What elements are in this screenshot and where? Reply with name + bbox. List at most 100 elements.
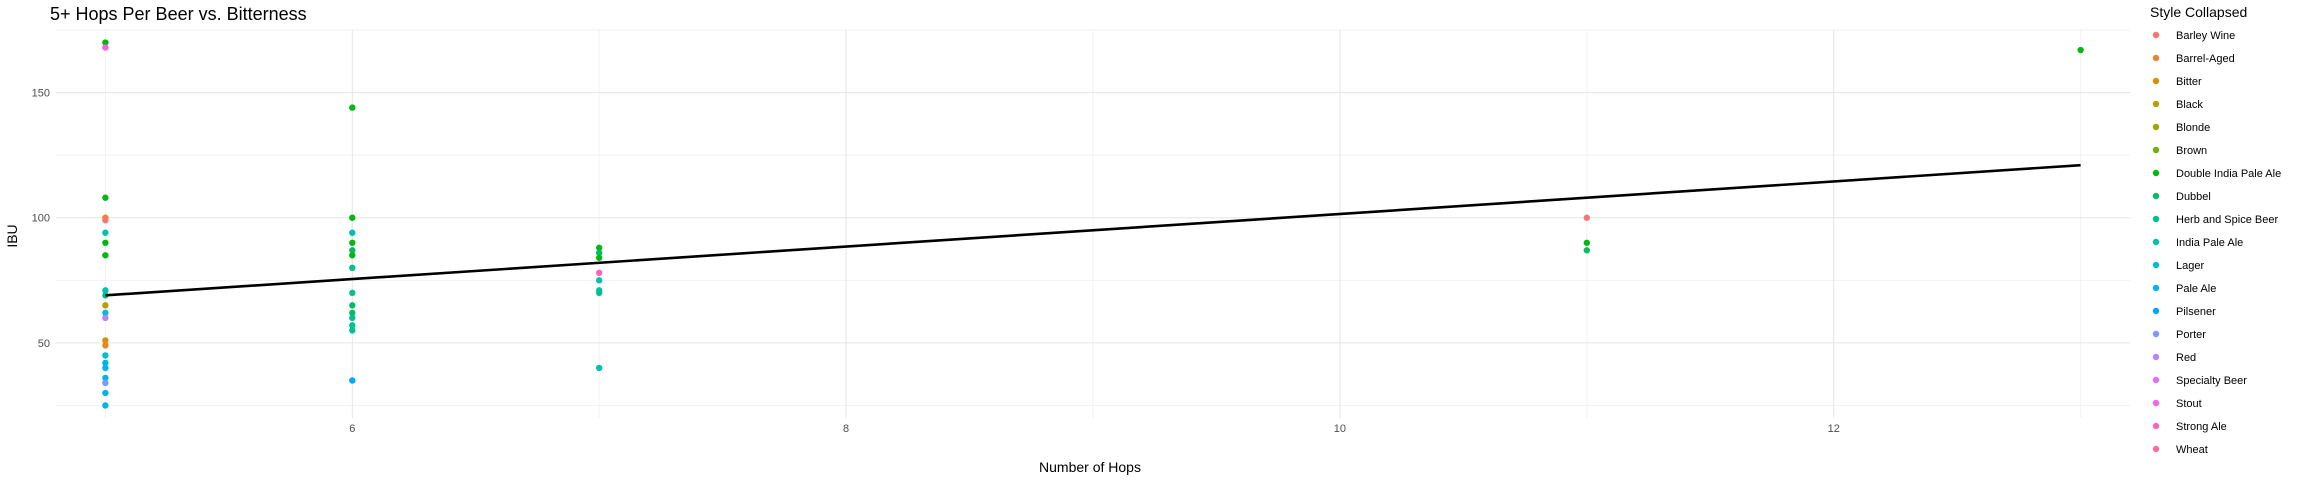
data-point [102,374,109,382]
trend-line [105,163,2081,297]
data-point [595,289,603,297]
legend-label: Lager [2176,260,2204,272]
data-point [349,247,356,254]
data-point [102,389,109,397]
trend-line-group [105,163,2081,297]
data-point [349,302,356,309]
legend-label: Stout [2176,398,2202,410]
legend-key [2152,238,2160,246]
legend-key [2152,77,2160,85]
legend: Style Collapsed Barley Wine Barrel-Aged Bi… [2150,4,2281,456]
legend-label: Wheat [2176,444,2208,456]
data-point [102,402,109,409]
legend-title: Style Collapsed [2150,4,2247,20]
x-axis-title: Number of Hops [1039,459,1141,475]
data-point [2077,46,2084,54]
data-point [595,254,603,261]
legend-label: Barley Wine [2176,30,2235,42]
legend-label: Bitter [2176,76,2202,88]
data-point [349,314,356,322]
tick-labels: 6 8 10 12 50 100 150 [32,88,1840,435]
data-point [349,229,356,236]
grid-lines [56,29,2130,418]
data-point [595,249,603,256]
data-point [349,239,356,246]
data-point [102,194,109,201]
chart-title: 5+ Hops Per Beer vs. Bitterness [50,4,307,24]
legend-key [2152,123,2160,131]
y-tick-label: 150 [32,88,50,100]
data-point [349,252,356,259]
legend-key [2152,261,2160,269]
x-tick-label: 10 [1334,423,1346,435]
x-tick-label: 8 [843,423,849,435]
legend-label: Herb and Spice Beer [2176,214,2278,226]
legend-label: Pilsener [2176,306,2216,318]
legend-key [2152,422,2160,430]
data-point [102,359,109,367]
legend-key [2152,376,2160,384]
legend-label: Black [2176,99,2203,111]
data-point [102,352,109,359]
data-point [349,289,356,297]
legend-key [2152,307,2160,315]
x-tick-label: 12 [1828,423,1840,435]
legend-label: Porter [2176,329,2206,341]
legend-key [2152,31,2160,39]
data-point [102,364,109,372]
data-point [349,377,356,384]
data-point [595,364,603,372]
legend-key [2152,330,2160,338]
data-point [349,327,356,334]
data-point [102,337,109,344]
data-point [595,244,603,251]
data-point [1583,247,1591,254]
data-point [349,322,356,329]
data-point [102,252,109,259]
legend-key [2152,146,2160,154]
y-tick-label: 100 [32,213,50,225]
y-tick-label: 50 [38,338,50,350]
legend-key [2152,399,2160,407]
data-point [102,44,109,51]
legend-key [2152,54,2160,62]
legend-label: Pale Ale [2176,283,2216,295]
legend-label: India Pale Ale [2176,237,2243,249]
data-point [102,342,109,349]
legend-label: Double India Pale Ale [2176,168,2281,180]
data-points [102,39,2084,409]
data-point [102,39,109,46]
data-point [102,217,109,224]
legend-key [2152,284,2160,292]
legend-label: Barrel-Aged [2176,53,2235,65]
legend-key [2152,353,2160,361]
legend-key [2152,445,2160,453]
data-point [1583,214,1591,221]
legend-key [2152,215,2160,223]
data-point [102,379,109,387]
legend-key [2152,192,2160,200]
data-point [102,229,109,236]
data-point [595,277,603,284]
data-point [102,239,109,246]
data-point [102,287,109,294]
data-point [349,309,356,317]
legend-label: Red [2176,352,2196,364]
data-point [102,314,109,322]
data-point [349,214,356,221]
legend-key [2152,169,2160,177]
data-point [349,104,356,111]
data-point [102,302,109,309]
y-axis-title: IBU [4,224,20,247]
data-point [595,269,603,277]
legend-key [2152,100,2160,108]
legend-label: Dubbel [2176,191,2211,203]
x-tick-label: 6 [349,423,355,435]
legend-label: Strong Ale [2176,421,2227,433]
legend-label: Specialty Beer [2176,375,2247,387]
legend-label: Brown [2176,145,2207,157]
data-point [102,309,109,317]
legend-label: Blonde [2176,122,2210,134]
